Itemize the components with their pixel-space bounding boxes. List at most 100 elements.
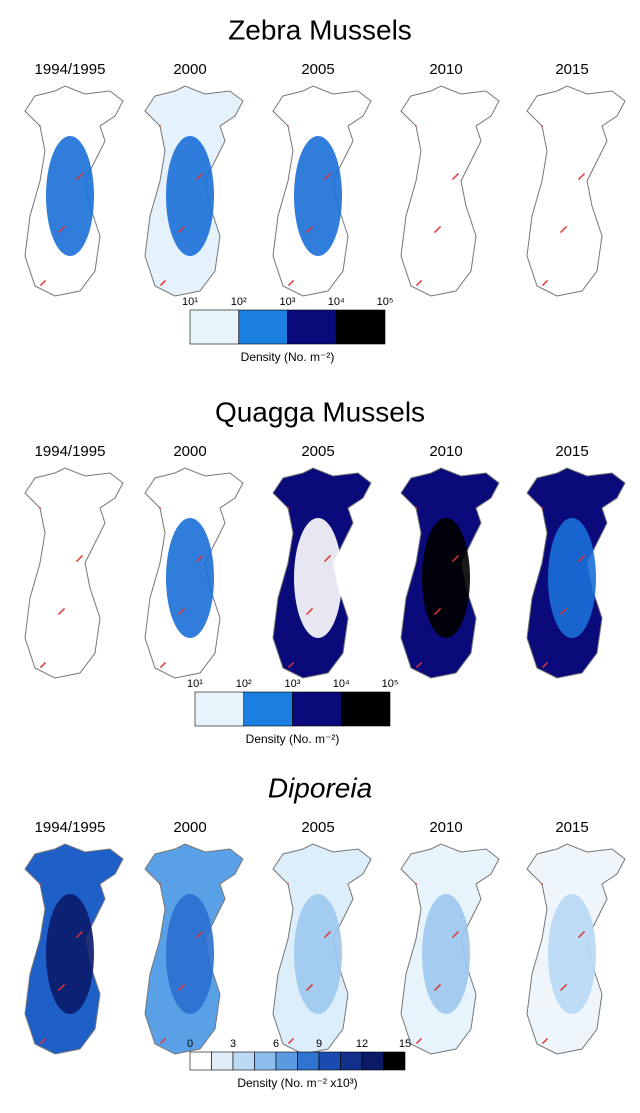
station	[541, 507, 543, 509]
station	[164, 1038, 166, 1040]
station	[311, 608, 313, 610]
lake-outline	[400, 85, 500, 297]
lake-map	[400, 843, 500, 1055]
station	[292, 662, 294, 664]
year-label: 2005	[301, 61, 334, 78]
colorbar-segment	[275, 1051, 298, 1071]
colorbar-tick-label: 10⁴	[328, 296, 345, 308]
station	[439, 608, 441, 610]
year-label: 1994/1995	[35, 819, 106, 836]
colorbar-segment	[232, 1051, 255, 1071]
station	[415, 125, 417, 127]
lake-map	[24, 85, 124, 297]
density-area	[422, 894, 470, 1014]
colorbar-tick-label: 10¹	[187, 678, 203, 690]
station	[287, 125, 289, 127]
colorbar-tick-label: 10⁴	[333, 678, 350, 690]
station	[541, 125, 543, 127]
lake-map	[144, 85, 244, 297]
station	[457, 931, 459, 933]
year-label: 2010	[429, 819, 462, 836]
colorbar-label: Density (No. m⁻²)	[246, 732, 340, 746]
station	[201, 555, 203, 557]
station	[183, 984, 185, 986]
station	[183, 608, 185, 610]
density-area	[166, 136, 214, 256]
year-label: 2000	[173, 819, 206, 836]
density-area	[166, 518, 214, 638]
panel-title: Zebra Mussels	[228, 14, 412, 45]
colorbar-segment	[194, 691, 245, 727]
colorbar-label: Density (No. m⁻² x10³)	[237, 1076, 357, 1090]
lake-map	[24, 467, 124, 679]
colorbar-segment	[189, 1051, 212, 1071]
station	[583, 931, 585, 933]
station	[415, 883, 417, 885]
station	[292, 280, 294, 282]
station	[439, 226, 441, 228]
colorbar-tick-label: 10⁵	[382, 678, 399, 690]
station	[81, 555, 83, 557]
lake-map	[272, 85, 372, 297]
station	[311, 226, 313, 228]
lake-map	[144, 467, 244, 679]
station	[39, 507, 41, 509]
colorbar-segment	[238, 309, 288, 345]
colorbar-segment	[292, 691, 342, 727]
station	[287, 883, 289, 885]
station	[546, 662, 548, 664]
station	[201, 931, 203, 933]
colorbar-tick-label: 10⁵	[377, 296, 394, 308]
lake-outline	[526, 85, 626, 297]
station	[415, 507, 417, 509]
density-area	[166, 894, 214, 1014]
year-label: 2000	[173, 443, 206, 460]
colorbar-label: Density (No. m⁻²)	[241, 350, 335, 364]
colorbar-tick-label: 10³	[280, 296, 296, 308]
station	[565, 984, 567, 986]
year-label: 1994/1995	[35, 61, 106, 78]
station	[81, 173, 83, 175]
colorbar-segment	[243, 691, 293, 727]
station	[546, 1038, 548, 1040]
colorbar-tick-label: 0	[187, 1038, 193, 1050]
station	[183, 226, 185, 228]
station	[546, 280, 548, 282]
station	[439, 984, 441, 986]
station	[329, 173, 331, 175]
panel-title: Diporeia	[268, 772, 372, 803]
station	[583, 555, 585, 557]
density-area	[422, 518, 470, 638]
colorbar-segment	[383, 1051, 406, 1071]
year-label: 2010	[429, 61, 462, 78]
year-label: 2010	[429, 443, 462, 460]
colorbar-tick-label: 10³	[285, 678, 301, 690]
colorbar-tick-label: 10²	[231, 296, 247, 308]
station	[39, 883, 41, 885]
colorbar-segment	[361, 1051, 384, 1071]
station	[44, 1038, 46, 1040]
colorbar-segment	[287, 309, 337, 345]
year-label: 2000	[173, 61, 206, 78]
colorbar-tick-label: 12	[356, 1038, 368, 1050]
colorbar-segment	[297, 1051, 320, 1071]
colorbar-segment	[318, 1051, 341, 1071]
colorbar-tick-label: 10²	[236, 678, 252, 690]
year-label: 2005	[301, 819, 334, 836]
density-area	[294, 518, 342, 638]
lake-map	[526, 85, 626, 297]
station	[565, 608, 567, 610]
colorbar-segment	[189, 309, 240, 345]
colorbar-segment	[340, 1051, 363, 1071]
lake-map	[400, 85, 500, 297]
year-label: 2005	[301, 443, 334, 460]
station	[159, 125, 161, 127]
lake-map	[272, 843, 372, 1055]
year-label: 2015	[555, 61, 588, 78]
colorbar-segment	[335, 309, 386, 345]
station	[541, 883, 543, 885]
station	[311, 984, 313, 986]
station	[329, 931, 331, 933]
station	[201, 173, 203, 175]
